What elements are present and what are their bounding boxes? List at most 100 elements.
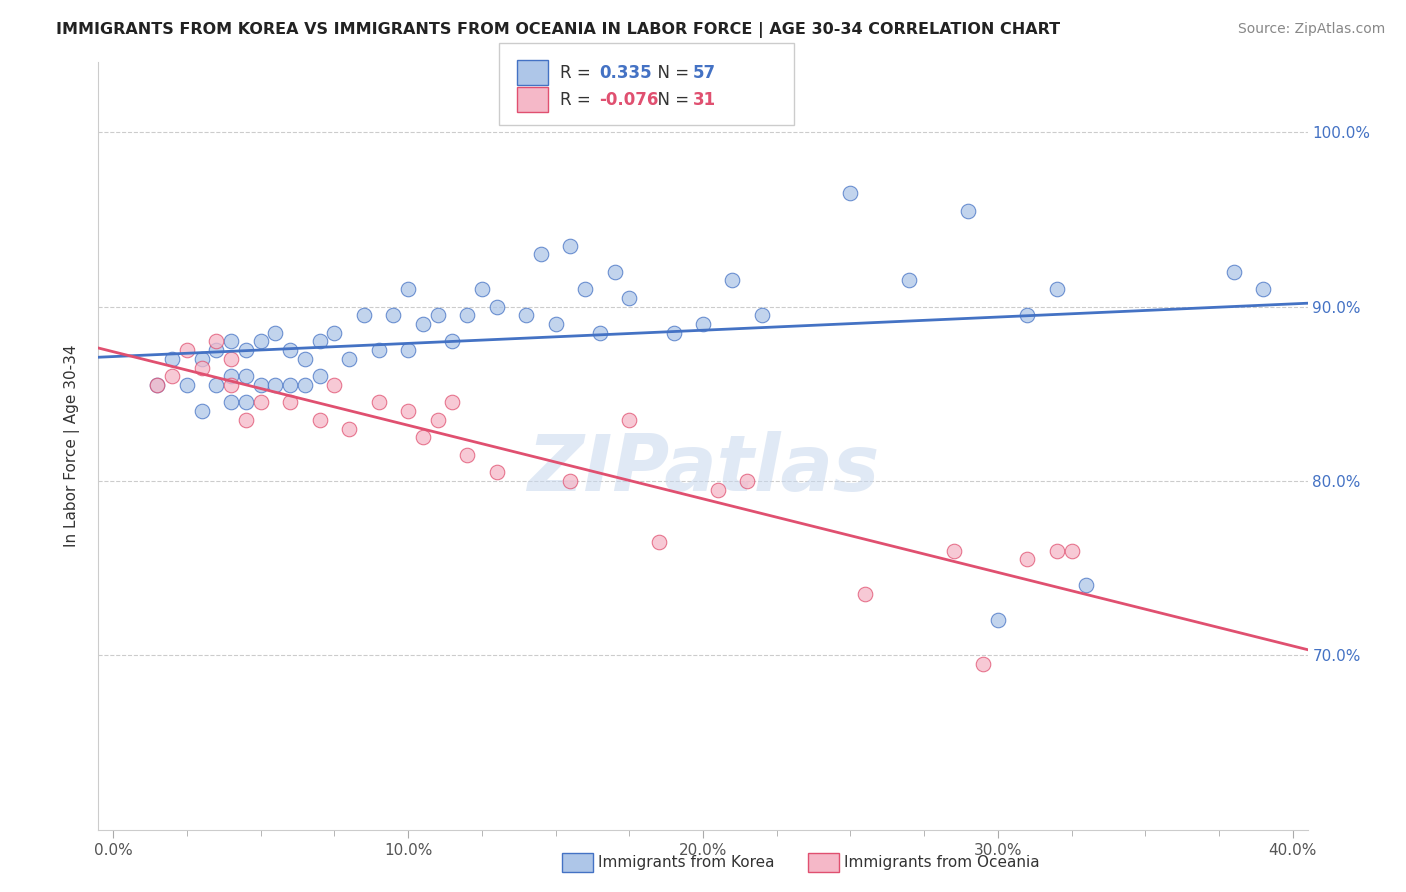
Point [249, 334, 271, 349]
Point [957, 203, 980, 218]
Point [839, 186, 862, 201]
Point [176, 378, 198, 392]
Point [160, 369, 183, 384]
Point [323, 378, 346, 392]
Text: 31: 31 [693, 91, 716, 109]
Point [396, 282, 419, 296]
Point [367, 395, 389, 409]
Point [294, 351, 316, 366]
Point [219, 395, 242, 409]
Point [560, 238, 582, 252]
Point [264, 378, 287, 392]
Point [721, 273, 744, 287]
Point [751, 308, 773, 322]
Text: Source: ZipAtlas.com: Source: ZipAtlas.com [1237, 22, 1385, 37]
Point [662, 326, 685, 340]
Point [205, 378, 228, 392]
Point [219, 351, 242, 366]
Point [337, 351, 360, 366]
Point [308, 369, 330, 384]
Point [619, 291, 641, 305]
Point [692, 317, 714, 331]
Point [190, 351, 212, 366]
Point [396, 404, 419, 418]
Point [264, 326, 287, 340]
Point [146, 378, 169, 392]
Point [353, 308, 375, 322]
Point [308, 334, 330, 349]
Point [515, 308, 537, 322]
Point [205, 334, 228, 349]
Point [426, 308, 449, 322]
Point [1060, 543, 1083, 558]
Point [1017, 308, 1039, 322]
Point [898, 273, 921, 287]
Point [574, 282, 596, 296]
Point [294, 378, 316, 392]
Point [249, 378, 271, 392]
Point [987, 613, 1010, 627]
Point [278, 378, 301, 392]
Point [544, 317, 567, 331]
Point [412, 317, 434, 331]
Point [603, 265, 626, 279]
Point [471, 282, 494, 296]
Point [456, 308, 478, 322]
Text: R =: R = [560, 64, 596, 82]
Point [942, 543, 965, 558]
Text: -0.076: -0.076 [599, 91, 658, 109]
Text: 0.335: 0.335 [599, 64, 651, 82]
Point [412, 430, 434, 444]
Point [735, 474, 758, 488]
Point [396, 343, 419, 358]
Point [235, 343, 257, 358]
Point [235, 413, 257, 427]
Point [1253, 282, 1275, 296]
Point [972, 657, 994, 671]
Point [441, 334, 464, 349]
Point [619, 413, 641, 427]
Point [1046, 543, 1069, 558]
Point [278, 343, 301, 358]
Point [1046, 282, 1069, 296]
Text: IMMIGRANTS FROM KOREA VS IMMIGRANTS FROM OCEANIA IN LABOR FORCE | AGE 30-34 CORR: IMMIGRANTS FROM KOREA VS IMMIGRANTS FROM… [56, 22, 1060, 38]
Point [308, 413, 330, 427]
Point [205, 343, 228, 358]
Point [426, 413, 449, 427]
Point [146, 378, 169, 392]
Text: R =: R = [560, 91, 596, 109]
Point [235, 395, 257, 409]
Point [249, 395, 271, 409]
Point [589, 326, 612, 340]
Point [382, 308, 405, 322]
Point [219, 378, 242, 392]
Text: Immigrants from Korea: Immigrants from Korea [598, 855, 775, 870]
Point [219, 369, 242, 384]
Point [560, 474, 582, 488]
Point [1017, 552, 1039, 566]
Point [648, 535, 671, 549]
Text: N =: N = [647, 91, 695, 109]
Point [323, 326, 346, 340]
Point [160, 351, 183, 366]
Text: Immigrants from Oceania: Immigrants from Oceania [844, 855, 1039, 870]
Point [337, 421, 360, 435]
Text: ZIPatlas: ZIPatlas [527, 431, 879, 507]
Point [219, 334, 242, 349]
Text: N =: N = [647, 64, 695, 82]
Point [441, 395, 464, 409]
Point [706, 483, 728, 497]
Point [853, 587, 876, 601]
Point [530, 247, 553, 261]
Point [190, 404, 212, 418]
Point [485, 300, 508, 314]
Point [176, 343, 198, 358]
Point [190, 360, 212, 375]
Point [235, 369, 257, 384]
Point [1223, 265, 1246, 279]
Text: 57: 57 [693, 64, 716, 82]
Y-axis label: In Labor Force | Age 30-34: In Labor Force | Age 30-34 [63, 344, 80, 548]
Point [485, 465, 508, 479]
Point [367, 343, 389, 358]
Point [456, 448, 478, 462]
